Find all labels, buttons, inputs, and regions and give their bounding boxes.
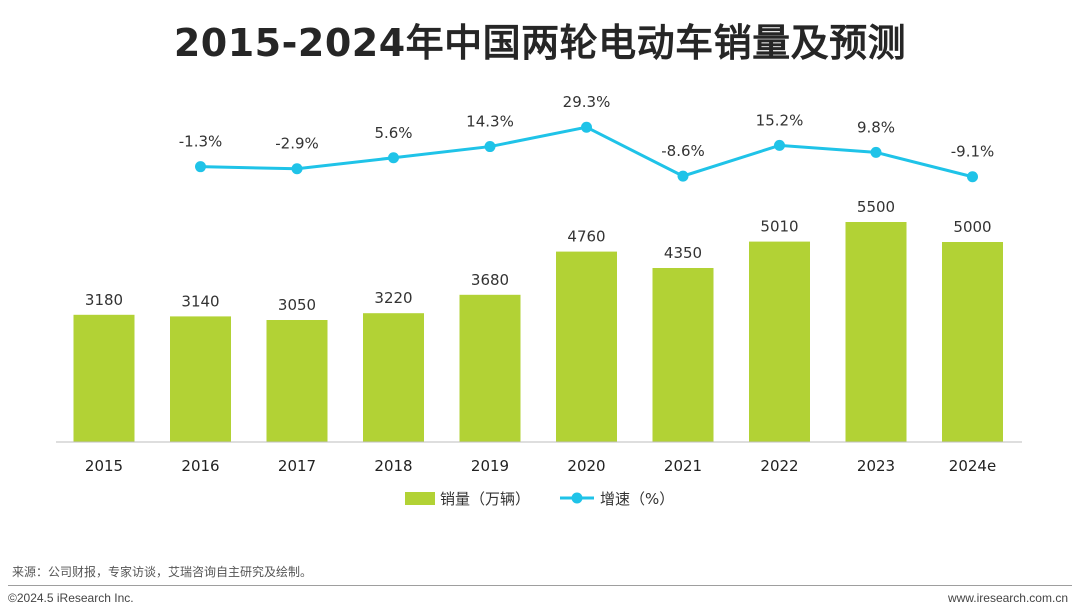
bar-series <box>73 222 1003 442</box>
x-tick-2018: 2018 <box>374 457 412 475</box>
bar-2017 <box>266 320 328 442</box>
chart-title: 2015-2024年中国两轮电动车销量及预测 <box>173 21 907 65</box>
x-tick-2016: 2016 <box>181 457 219 475</box>
growth-label-2022: 15.2% <box>756 111 804 129</box>
bar-value-label-2021: 4350 <box>664 244 702 262</box>
x-tick-2021: 2021 <box>664 457 702 475</box>
x-tick-2020: 2020 <box>567 457 605 475</box>
bar-value-label-2022: 5010 <box>760 218 798 236</box>
bar-2019 <box>459 294 521 442</box>
growth-point-2022 <box>774 139 785 151</box>
growth-point-2017 <box>291 163 303 175</box>
growth-label-2020: 29.3% <box>563 93 611 111</box>
x-tick-2023: 2023 <box>857 457 895 475</box>
growth-label-2024e: -9.1% <box>951 143 995 161</box>
legend-line-label: 增速（%） <box>600 490 674 508</box>
legend-line-marker <box>571 492 583 504</box>
growth-point-2020 <box>581 121 592 133</box>
x-tick-2024e: 2024e <box>949 457 996 475</box>
x-tick-2015: 2015 <box>85 457 123 475</box>
growth-labels: -1.3% -2.9% 5.6% 14.3% 29.3% -8.6% 15.2% 9.8% -9… <box>179 93 995 161</box>
growth-label-2019: 14.3% <box>466 113 514 131</box>
growth-point-2024e <box>967 171 978 183</box>
bar-value-label-2020: 4760 <box>567 228 605 246</box>
source-note: 来源：公司财报，专家访谈，艾瑞咨询自主研究及绘制。 <box>12 565 313 579</box>
bar-2018 <box>363 313 424 442</box>
bar-2016 <box>170 316 231 442</box>
legend-bar-swatch <box>405 492 435 505</box>
growth-line-series <box>195 121 978 183</box>
growth-label-2018: 5.6% <box>374 124 412 142</box>
growth-label-2023: 9.8% <box>857 118 895 136</box>
growth-point-2016 <box>195 161 206 173</box>
x-tick-labels: 2015 2016 2017 2018 2019 2020 2021 2022 2023 2024… <box>85 457 996 475</box>
x-tick-2017: 2017 <box>278 457 316 475</box>
bar-value-label-2018: 3220 <box>374 289 412 307</box>
bar-labels: 3180 3140 3050 3220 3680 4760 4350 5010 5500 5000 <box>85 198 992 314</box>
bar-value-label-2017: 3050 <box>278 296 316 314</box>
bar-2015 <box>73 314 135 442</box>
bar-value-label-2015: 3180 <box>85 291 123 309</box>
bar-value-label-2019: 3680 <box>471 271 509 289</box>
growth-point-2018 <box>388 152 399 164</box>
growth-label-2021: -8.6% <box>661 142 705 160</box>
website-link[interactable]: www.iresearch.com.cn <box>947 591 1068 605</box>
bar-value-label-2016: 3140 <box>181 292 219 310</box>
chart: 3180 3140 3050 3220 3680 4760 4350 5010 5500 5000… <box>56 93 1022 508</box>
growth-label-2017: -2.9% <box>275 135 319 153</box>
bar-value-label-2023: 5500 <box>857 198 895 216</box>
copyright: ©2024.5 iResearch Inc. <box>8 591 134 605</box>
growth-point-2019 <box>484 141 496 153</box>
bar-2023 <box>845 222 907 442</box>
x-tick-2019: 2019 <box>471 457 509 475</box>
legend-bar-label: 销量（万辆） <box>440 490 530 508</box>
growth-point-2023 <box>870 146 882 158</box>
x-tick-2022: 2022 <box>760 457 798 475</box>
bar-value-label-2024e: 5000 <box>953 218 991 236</box>
bar-2021 <box>652 268 714 442</box>
growth-label-2016: -1.3% <box>179 133 223 151</box>
bar-2020 <box>556 251 617 442</box>
growth-point-2021 <box>677 170 689 182</box>
bar-2024e <box>942 242 1003 442</box>
legend: 销量（万辆） 增速（%） <box>405 490 674 508</box>
footer-divider <box>8 585 1072 586</box>
bar-2022 <box>749 241 810 442</box>
